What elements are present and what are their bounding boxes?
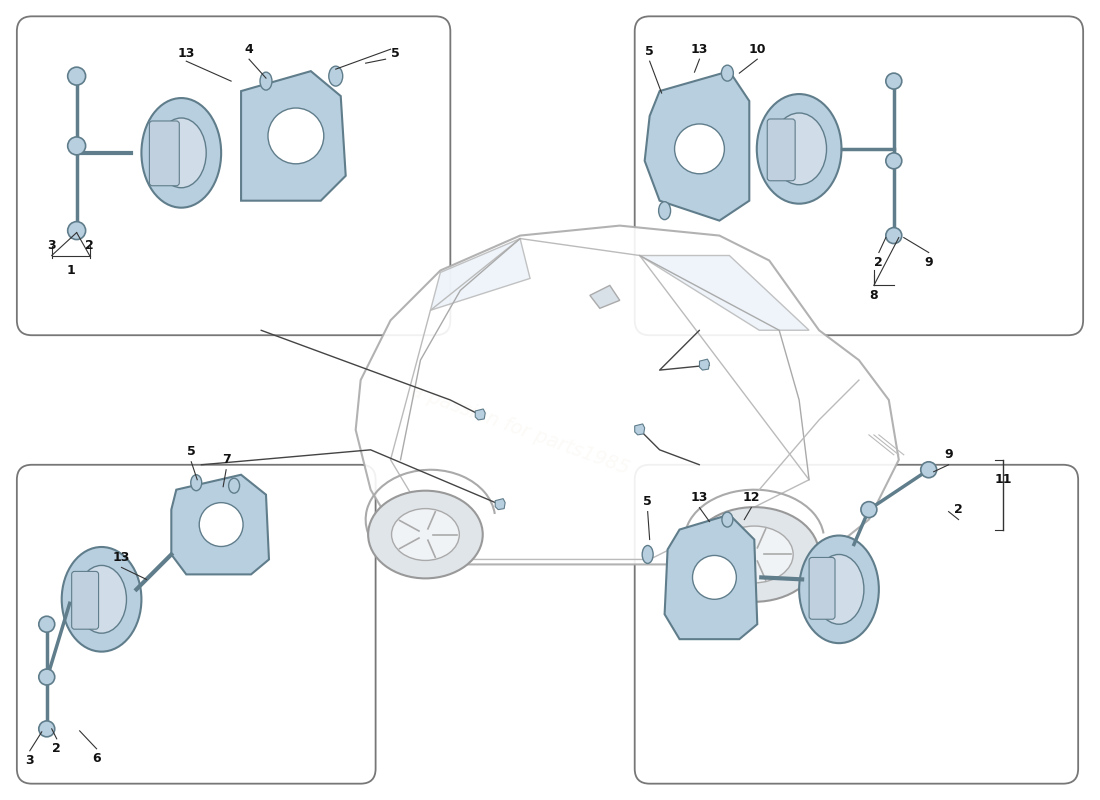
Text: a passion for parts1985: a passion for parts1985: [408, 382, 632, 478]
Circle shape: [68, 67, 86, 85]
Text: 4: 4: [244, 42, 253, 56]
Ellipse shape: [260, 72, 272, 90]
Circle shape: [886, 153, 902, 169]
Text: 2: 2: [85, 239, 94, 252]
Ellipse shape: [368, 490, 483, 578]
Text: 7: 7: [222, 454, 231, 466]
Ellipse shape: [156, 118, 206, 188]
Ellipse shape: [642, 546, 653, 563]
Ellipse shape: [229, 478, 240, 493]
Polygon shape: [495, 498, 505, 510]
Circle shape: [68, 222, 86, 239]
Text: TOP
PARTS: TOP PARTS: [720, 126, 977, 275]
FancyBboxPatch shape: [767, 119, 795, 181]
Text: 13: 13: [113, 551, 130, 564]
Polygon shape: [664, 514, 757, 639]
Circle shape: [861, 502, 877, 518]
Ellipse shape: [772, 113, 826, 185]
Ellipse shape: [659, 202, 671, 220]
Text: 11: 11: [994, 474, 1012, 486]
Ellipse shape: [814, 554, 864, 624]
Ellipse shape: [722, 65, 734, 81]
Text: 5: 5: [392, 46, 400, 60]
Ellipse shape: [715, 526, 793, 583]
Text: 3: 3: [25, 754, 34, 767]
Polygon shape: [700, 359, 710, 370]
Polygon shape: [241, 71, 345, 201]
Text: 9: 9: [944, 448, 953, 462]
FancyBboxPatch shape: [150, 121, 179, 186]
Ellipse shape: [690, 507, 820, 602]
FancyBboxPatch shape: [635, 16, 1084, 335]
Text: 13: 13: [177, 46, 195, 60]
Text: 2: 2: [954, 503, 962, 516]
Text: 5: 5: [646, 45, 654, 58]
Ellipse shape: [392, 509, 460, 561]
Text: 13: 13: [691, 42, 708, 56]
Ellipse shape: [62, 547, 142, 652]
Text: 1: 1: [66, 264, 75, 277]
Polygon shape: [635, 424, 645, 435]
Circle shape: [39, 721, 55, 737]
Ellipse shape: [799, 535, 879, 643]
Ellipse shape: [329, 66, 343, 86]
Circle shape: [921, 462, 937, 478]
Text: 10: 10: [748, 42, 766, 56]
Polygon shape: [172, 474, 270, 574]
Circle shape: [68, 137, 86, 155]
Ellipse shape: [757, 94, 842, 204]
Ellipse shape: [190, 474, 201, 490]
FancyBboxPatch shape: [810, 558, 835, 619]
FancyBboxPatch shape: [72, 571, 99, 630]
FancyBboxPatch shape: [16, 465, 375, 784]
Text: 9: 9: [924, 256, 933, 269]
FancyBboxPatch shape: [16, 16, 450, 335]
Circle shape: [199, 502, 243, 546]
Text: 6: 6: [92, 752, 101, 766]
Polygon shape: [355, 226, 899, 565]
Text: 5: 5: [187, 446, 196, 458]
Circle shape: [39, 616, 55, 632]
Polygon shape: [645, 71, 749, 221]
Circle shape: [39, 669, 55, 685]
Polygon shape: [430, 238, 530, 310]
Polygon shape: [475, 409, 485, 420]
Circle shape: [268, 108, 323, 164]
Circle shape: [693, 555, 736, 599]
Circle shape: [674, 124, 725, 174]
Ellipse shape: [142, 98, 221, 208]
Text: 13: 13: [691, 491, 708, 504]
Text: 2: 2: [53, 742, 62, 755]
Circle shape: [886, 73, 902, 89]
FancyBboxPatch shape: [635, 465, 1078, 784]
Circle shape: [886, 228, 902, 243]
Ellipse shape: [722, 512, 733, 527]
Polygon shape: [640, 255, 810, 330]
Text: 5: 5: [644, 495, 652, 508]
Text: 2: 2: [874, 256, 883, 269]
Text: 3: 3: [47, 239, 56, 252]
Polygon shape: [590, 286, 619, 308]
Text: 12: 12: [742, 491, 760, 504]
Ellipse shape: [77, 566, 127, 633]
Text: 8: 8: [870, 289, 878, 302]
